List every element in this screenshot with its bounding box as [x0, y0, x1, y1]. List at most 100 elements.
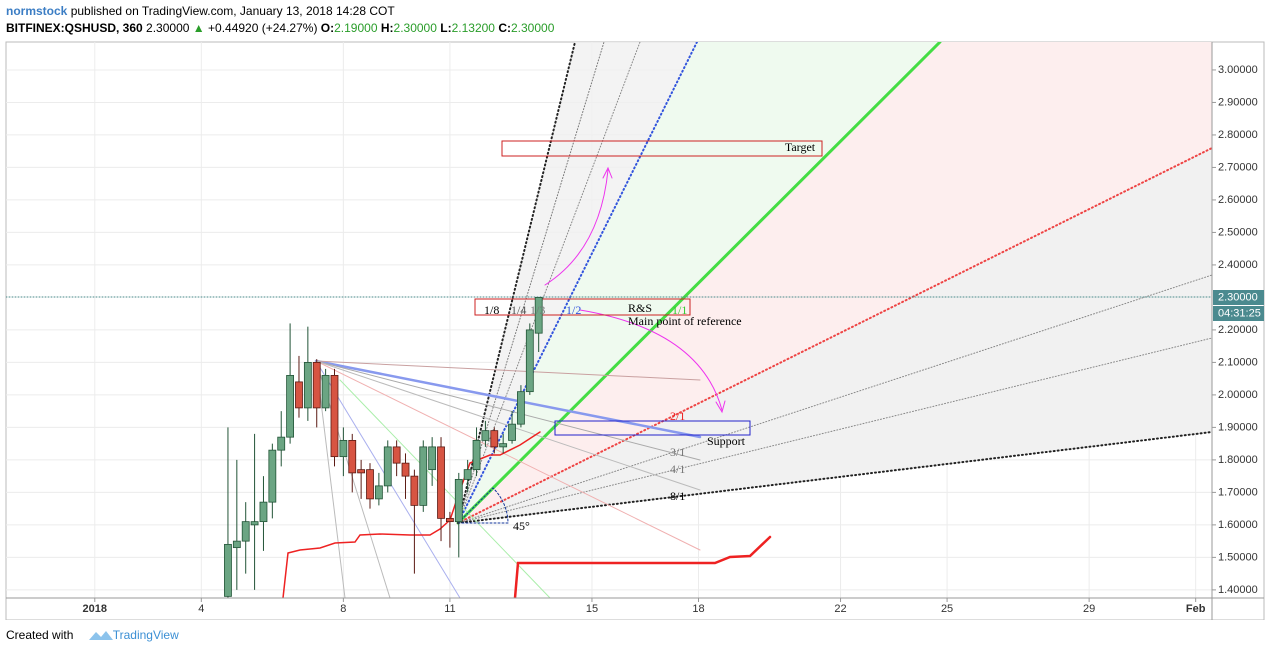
arrow-head — [715, 400, 726, 414]
x-tick-label: 11 — [444, 603, 455, 615]
author[interactable]: normstock — [6, 4, 68, 18]
candle-body — [481, 430, 490, 441]
footer: Created with TradingView — [6, 628, 179, 642]
y-tick-label: 1.60000 — [1218, 519, 1258, 531]
published: published on TradingView.com, January 13… — [70, 4, 395, 18]
c: 2.30000 — [511, 21, 555, 35]
support-box — [554, 420, 751, 436]
candle-body — [428, 446, 437, 471]
candle-body — [295, 381, 303, 409]
label: Support — [707, 434, 746, 448]
candles — [224, 297, 543, 598]
y-tick-label: 2.70000 — [1218, 161, 1258, 173]
y-tick-label: 2.90000 — [1218, 96, 1258, 108]
fan-line — [457, 42, 576, 524]
o-label: O: — [320, 21, 335, 35]
fan2-line — [315, 360, 346, 598]
candle-body — [250, 521, 259, 526]
h: 2.30000 — [393, 21, 437, 35]
label: Target — [785, 140, 816, 154]
l: 2.13200 — [451, 21, 495, 35]
label: 1/4 — [511, 303, 526, 317]
fan2-line — [315, 360, 701, 551]
angle-arc — [456, 487, 509, 524]
candle-body — [330, 375, 339, 458]
fan2-line — [315, 360, 701, 381]
arrow — [579, 309, 723, 411]
label: 3/1 — [670, 445, 685, 459]
candle-body — [472, 439, 481, 471]
label: 1/1 — [672, 303, 687, 317]
brand[interactable]: TradingView — [112, 628, 179, 642]
y-tick-label: 2.00000 — [1218, 389, 1258, 401]
candle-body — [401, 462, 410, 477]
candle-body — [392, 446, 401, 464]
x-tick-label: 15 — [586, 603, 598, 615]
y-tick-label: 2.60000 — [1218, 194, 1258, 206]
candle-body — [312, 362, 321, 409]
arrow: ▲ — [192, 21, 205, 35]
candle-body — [517, 391, 525, 425]
x-tick-label: 4 — [198, 603, 204, 615]
candle-body — [277, 436, 286, 451]
candle-body — [534, 297, 543, 334]
candle-body — [383, 446, 392, 487]
price-tag-label: 2.30000 — [1218, 291, 1258, 303]
x-tick-label: 29 — [1083, 603, 1095, 615]
label: 1/3 — [530, 303, 545, 317]
candle-body — [374, 485, 383, 500]
x-tick-label: 22 — [834, 603, 846, 615]
candle-body — [463, 469, 472, 480]
y-tick-label: 1.70000 — [1218, 486, 1258, 498]
fan2-line — [339, 379, 551, 598]
countdown-tag — [1213, 306, 1264, 321]
candle-body — [419, 446, 428, 506]
x-tick-label: 2018 — [83, 603, 107, 615]
h-label: H: — [380, 21, 394, 35]
label: R&S — [628, 301, 652, 315]
countdown-label: 04:31:25 — [1218, 307, 1261, 319]
candle-body — [268, 449, 277, 503]
fan-zone — [458, 42, 1212, 523]
candle-body — [241, 521, 250, 542]
label: 1/8 — [484, 303, 499, 317]
y-tick-label: 2.80000 — [1218, 129, 1258, 141]
label: 2/1 — [670, 409, 685, 423]
candle-body — [499, 443, 508, 448]
l-label: L: — [440, 21, 452, 35]
candle-body — [224, 543, 232, 597]
candle-body — [454, 478, 463, 523]
fan-line — [456, 42, 942, 525]
candle-body — [490, 430, 499, 448]
candle-body — [410, 475, 419, 506]
x-tick-label: Feb — [1186, 603, 1206, 615]
fan-line — [457, 274, 1212, 524]
y-tick-label: 2.10000 — [1218, 356, 1258, 368]
label: 1/2 — [566, 303, 581, 317]
x-tick-label: 18 — [692, 603, 704, 615]
x-tick-label: 25 — [941, 603, 953, 615]
y-tick-label: 2.20000 — [1218, 324, 1258, 336]
x-tick-label: 8 — [340, 603, 346, 615]
symbol: BITFINEX:QSHUSD, 360 — [6, 21, 143, 35]
arrow-head — [602, 166, 613, 179]
fan-line — [457, 42, 641, 524]
logo — [89, 631, 113, 640]
rs-box — [474, 298, 691, 316]
indicator-line — [282, 431, 541, 598]
y-tick-label: 1.50000 — [1218, 551, 1258, 563]
y-tick-label: 1.80000 — [1218, 454, 1258, 466]
candle-body — [339, 439, 348, 458]
fan2-line — [315, 360, 701, 461]
fan2-line — [315, 360, 701, 491]
fan-line — [457, 147, 1212, 524]
label: 8/1 — [670, 489, 685, 503]
candle-body — [525, 329, 534, 393]
header: normstock published on TradingView.com, … — [6, 3, 554, 37]
drawings — [6, 42, 1212, 598]
label: 45° — [513, 519, 530, 533]
target-box — [501, 140, 823, 157]
y-tick-label: 3.00000 — [1218, 64, 1258, 76]
candle-body — [232, 540, 241, 549]
